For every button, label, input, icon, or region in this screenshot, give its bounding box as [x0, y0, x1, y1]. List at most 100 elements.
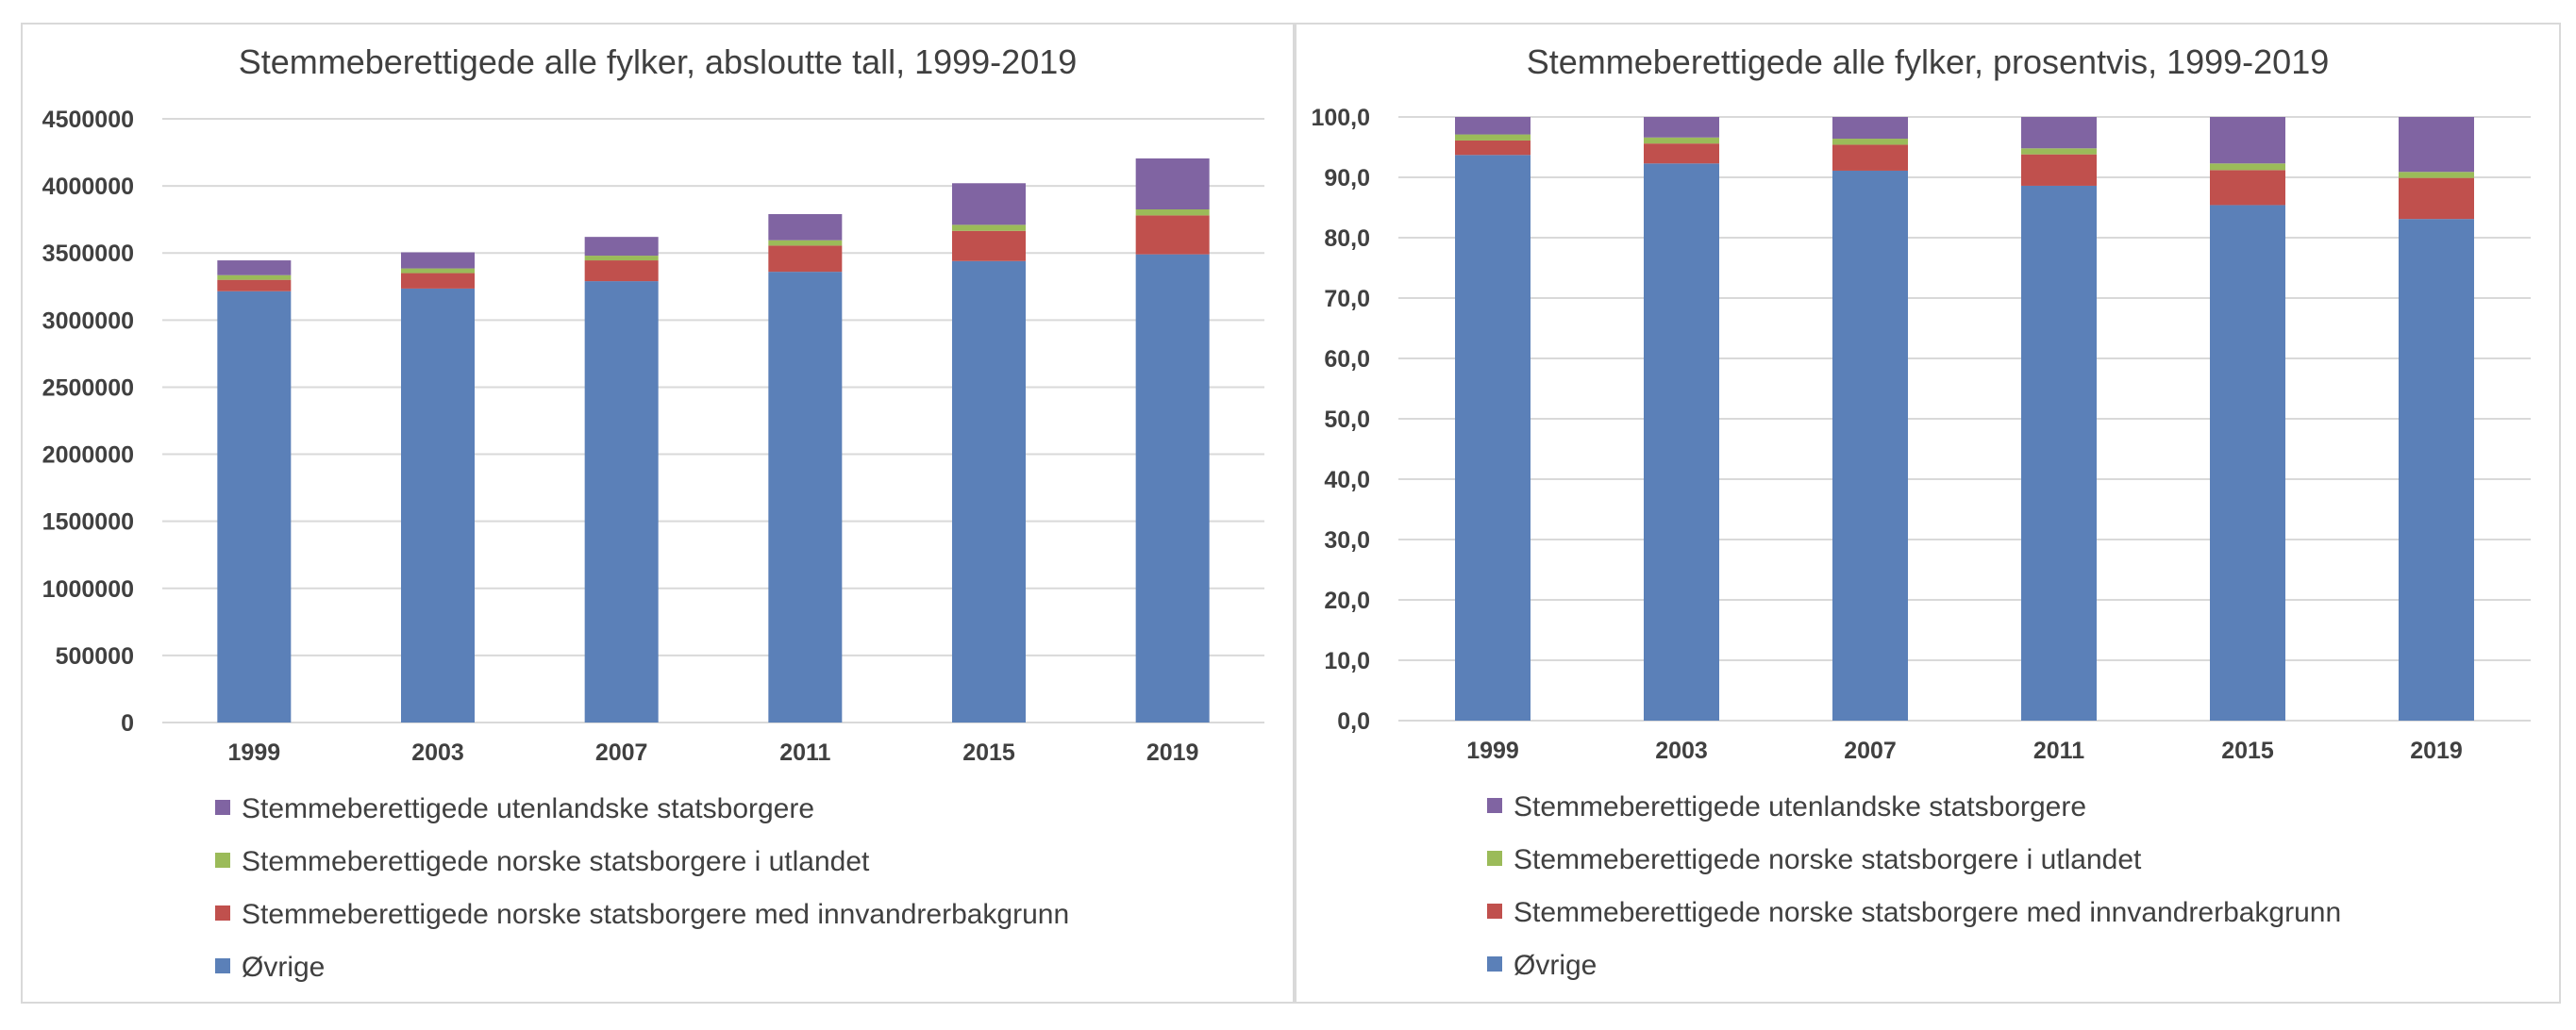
y-tick-label: 2000000 — [42, 442, 134, 469]
y-tick-label: 20,0 — [1324, 588, 1370, 614]
y-tick-label: 0,0 — [1337, 708, 1370, 735]
bar-innvandrerbakgrunn-2007 — [1832, 144, 1908, 171]
x-tick-label: 2011 — [2033, 738, 2084, 764]
x-tick-label: 1999 — [1466, 738, 1519, 764]
bar-innvandrerbakgrunn-2011 — [768, 245, 843, 273]
bar-innvandrerbakgrunn-2003 — [401, 273, 475, 289]
x-tick-label: 2007 — [1844, 738, 1897, 764]
bar-utlandet-2011 — [768, 240, 843, 246]
bar-utlandet-2003 — [1644, 137, 1719, 144]
bar-utenlandske-2019 — [2399, 117, 2474, 173]
bar-utlandet-1999 — [1455, 134, 1531, 141]
legend-swatch — [215, 905, 230, 921]
x-tick-label: 2019 — [1146, 739, 1199, 766]
x-tick-label: 2015 — [962, 739, 1015, 766]
chart-absolute: Stemmeberettigede alle fylker, absloutte… — [42, 42, 1264, 983]
bar-ovrige-1999 — [217, 291, 292, 723]
legend-label: Øvrige — [1514, 950, 1597, 981]
bar-ovrige-2007 — [584, 281, 659, 723]
x-tick-label: 2007 — [595, 739, 648, 766]
bar-utenlandske-1999 — [217, 260, 292, 275]
legend-label: Stemmeberettigede utenlandske statsborge… — [1514, 791, 2086, 822]
chart-title: Stemmeberettigede alle fylker, absloutte… — [239, 42, 1078, 81]
bar-innvandrerbakgrunn-1999 — [1455, 140, 1531, 156]
y-tick-label: 10,0 — [1324, 648, 1370, 674]
bar-ovrige-2011 — [2021, 185, 2097, 721]
bar-ovrige-2019 — [2399, 219, 2474, 721]
chart-title: Stemmeberettigede alle fylker, prosentvi… — [1527, 42, 2329, 81]
y-tick-label: 30,0 — [1324, 527, 1370, 554]
y-tick-label: 100,0 — [1311, 105, 1370, 131]
legend-label: Øvrige — [242, 952, 325, 983]
x-tick-label: 2003 — [1655, 738, 1708, 764]
bar-ovrige-2003 — [1644, 163, 1719, 721]
bar-innvandrerbakgrunn-2019 — [2399, 177, 2474, 220]
x-tick-label: 2011 — [779, 739, 830, 766]
bar-ovrige-2019 — [1135, 254, 1210, 723]
y-tick-label: 4000000 — [42, 174, 134, 200]
y-tick-label: 3500000 — [42, 241, 134, 267]
legend-swatch — [215, 958, 230, 973]
bar-utenlandske-2007 — [584, 237, 659, 257]
bar-innvandrerbakgrunn-2015 — [952, 230, 1026, 261]
bar-utlandet-2015 — [2210, 163, 2285, 171]
bar-ovrige-2015 — [952, 260, 1026, 723]
x-tick-label: 2015 — [2221, 738, 2274, 764]
y-tick-label: 80,0 — [1324, 225, 1370, 252]
chart-panel-percent: Stemmeberettigede alle fylker, prosentvi… — [1295, 23, 2561, 1004]
bar-utlandet-2019 — [1135, 209, 1210, 216]
y-tick-label: 90,0 — [1324, 165, 1370, 191]
legend-swatch — [1487, 798, 1502, 813]
bar-ovrige-2003 — [401, 288, 475, 723]
bar-utenlandske-2003 — [1644, 117, 1719, 138]
bar-ovrige-2011 — [768, 272, 843, 723]
legend-swatch — [215, 800, 230, 815]
bar-utenlandske-1999 — [1455, 117, 1531, 135]
bar-utlandet-2007 — [1832, 139, 1908, 145]
legend-label: Stemmeberettigede norske statsborgere i … — [1514, 844, 2142, 875]
y-tick-label: 2500000 — [42, 374, 134, 401]
bar-utlandet-2011 — [2021, 148, 2097, 155]
chart-percent: Stemmeberettigede alle fylker, prosentvi… — [1311, 42, 2531, 981]
legend-swatch — [1487, 851, 1502, 866]
bar-innvandrerbakgrunn-2003 — [1644, 143, 1719, 164]
bar-innvandrerbakgrunn-2007 — [584, 260, 659, 282]
legend-label: Stemmeberettigede norske statsborgere me… — [242, 899, 1069, 930]
bar-ovrige-2015 — [2210, 205, 2285, 721]
bar-innvandrerbakgrunn-2015 — [2210, 170, 2285, 206]
chart-panel-absolute: Stemmeberettigede alle fylker, absloutte… — [21, 23, 1295, 1004]
y-tick-label: 50,0 — [1324, 407, 1370, 433]
bar-utenlandske-2011 — [768, 213, 843, 241]
bar-utlandet-2007 — [584, 256, 659, 261]
bar-utlandet-1999 — [217, 274, 292, 280]
legend-swatch — [215, 853, 230, 868]
bar-utenlandske-2011 — [2021, 117, 2097, 149]
y-tick-label: 4500000 — [42, 107, 134, 133]
bar-ovrige-1999 — [1455, 155, 1531, 721]
y-tick-label: 1500000 — [42, 509, 134, 536]
y-tick-label: 0 — [121, 710, 134, 737]
legend-label: Stemmeberettigede norske statsborgere i … — [242, 846, 870, 877]
bar-innvandrerbakgrunn-1999 — [217, 279, 292, 291]
bar-ovrige-2007 — [1832, 170, 1908, 721]
x-tick-label: 2019 — [2410, 738, 2463, 764]
legend-label: Stemmeberettigede norske statsborgere me… — [1514, 897, 2341, 928]
x-tick-label: 1999 — [228, 739, 281, 766]
bar-innvandrerbakgrunn-2011 — [2021, 154, 2097, 186]
y-tick-label: 60,0 — [1324, 346, 1370, 373]
x-tick-label: 2003 — [411, 739, 464, 766]
bar-utlandet-2015 — [952, 224, 1026, 231]
legend-swatch — [1487, 904, 1502, 919]
legend-label: Stemmeberettigede utenlandske statsborge… — [242, 793, 814, 824]
bar-utenlandske-2019 — [1135, 158, 1210, 209]
bar-utlandet-2003 — [401, 268, 475, 274]
bar-utenlandske-2003 — [401, 252, 475, 269]
bar-utenlandske-2007 — [1832, 117, 1908, 140]
y-tick-label: 500000 — [56, 643, 134, 670]
bar-innvandrerbakgrunn-2019 — [1135, 215, 1210, 255]
bar-utenlandske-2015 — [2210, 117, 2285, 164]
y-tick-label: 3000000 — [42, 307, 134, 334]
y-tick-label: 70,0 — [1324, 286, 1370, 312]
bar-utlandet-2019 — [2399, 172, 2474, 178]
y-tick-label: 1000000 — [42, 576, 134, 603]
